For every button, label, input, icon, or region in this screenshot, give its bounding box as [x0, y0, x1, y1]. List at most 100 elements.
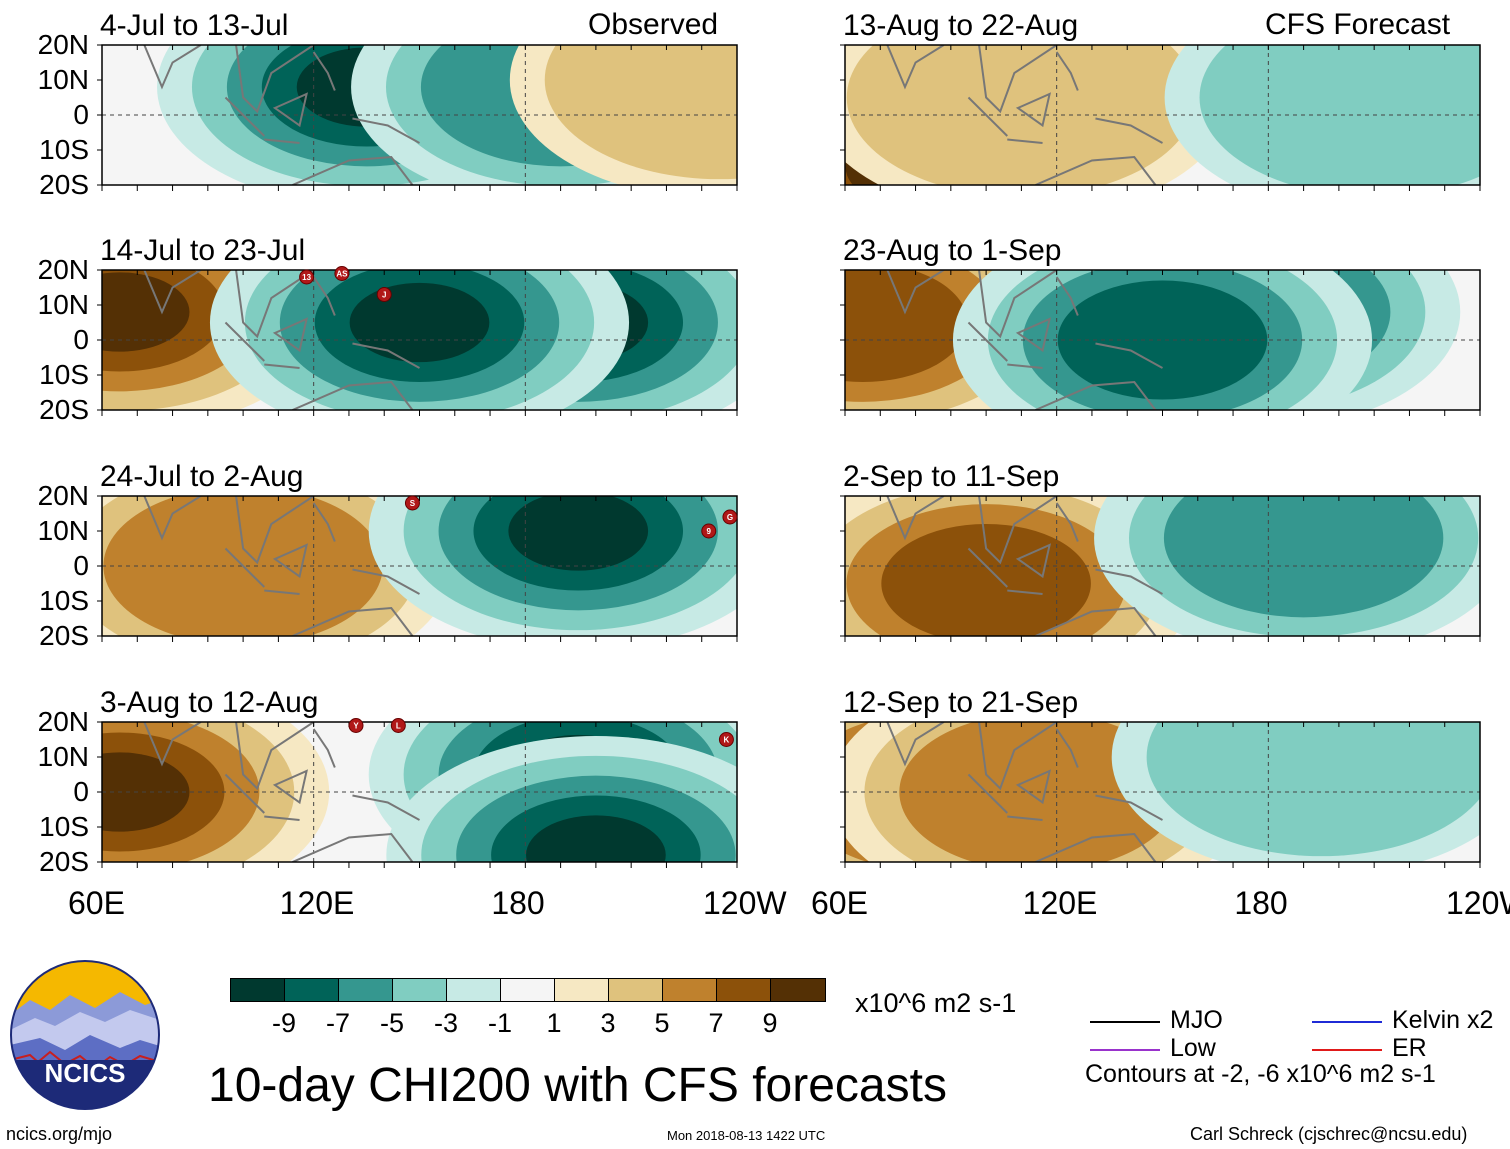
- lat-label: 10N: [37, 289, 89, 320]
- colorbar-tick-label: 9: [762, 1008, 778, 1038]
- panel-title: 2-Sep to 11-Sep: [843, 460, 1060, 493]
- footer-author: Carl Schreck (cjschrec@ncsu.edu): [1190, 1124, 1468, 1144]
- colorbar-tick-label: 7: [708, 1008, 724, 1038]
- colorbar-swatch: [609, 979, 663, 1001]
- colorbar-tick-label: -3: [433, 1008, 458, 1038]
- legend-note: Contours at -2, -6 x10^6 m2 s-1: [1085, 1060, 1436, 1088]
- logo-text: NCICS: [45, 1058, 126, 1088]
- tropical-cyclone-marker: Y: [348, 718, 364, 733]
- tropical-cyclone-marker: G: [722, 509, 738, 525]
- storm-label: Y: [353, 722, 359, 731]
- colorbar-tick-label: 1: [546, 1008, 562, 1038]
- colorbar-swatch: [447, 979, 501, 1001]
- lon-label: 180: [1234, 885, 1288, 921]
- colorbar-swatch: [285, 979, 339, 1001]
- map-panel: [845, 496, 1480, 636]
- legend-swatch: [1312, 1049, 1382, 1051]
- ncics-logo: NCICS: [10, 960, 160, 1110]
- tropical-cyclone-marker: L: [390, 718, 406, 733]
- lat-label: 0: [73, 99, 89, 130]
- storm-label: K: [724, 736, 730, 745]
- footer-timestamp: Mon 2018-08-13 1422 UTC: [667, 1128, 826, 1143]
- colorbar-swatch: [339, 979, 393, 1001]
- colorbar-swatch: [555, 979, 609, 1001]
- tropical-cyclone-marker: K: [718, 732, 734, 747]
- coastline: [886, 45, 1163, 185]
- footer-website[interactable]: ncics.org/mjo: [6, 1124, 113, 1144]
- units-label: x10^6 m2 s-1: [855, 988, 1017, 1018]
- lat-label: 20N: [37, 29, 89, 60]
- storm-label: AS: [336, 270, 348, 279]
- tropical-cyclone-marker: J: [376, 287, 392, 302]
- colorbar-swatch: [231, 979, 285, 1001]
- lon-label: 180: [491, 885, 545, 921]
- legend-swatch: [1090, 1021, 1160, 1023]
- lat-label: 20N: [37, 254, 89, 285]
- lat-label: 20N: [37, 706, 89, 737]
- colorbar-swatch: [501, 979, 555, 1001]
- coastline: [886, 270, 1163, 410]
- anomaly-contour: [1057, 280, 1268, 400]
- panel-title: 14-Jul to 23-Jul: [100, 234, 306, 267]
- lon-label: 60E: [68, 885, 125, 921]
- colorbar-swatch: [771, 979, 825, 1001]
- map-panel: [102, 270, 737, 410]
- legend-label: MJO: [1170, 1006, 1223, 1034]
- map-panel: [102, 496, 737, 636]
- colorbar-swatch: [393, 979, 447, 1001]
- lon-label: 120W: [703, 885, 787, 921]
- lat-label: 20S: [39, 620, 89, 651]
- colorbar: [230, 978, 826, 1002]
- lat-label: 20S: [39, 394, 89, 425]
- colorbar-tick-label: 5: [654, 1008, 670, 1038]
- panel-title: 3-Aug to 12-Aug: [100, 686, 319, 719]
- panel-title: 12-Sep to 21-Sep: [843, 686, 1079, 719]
- legend-label: Kelvin x2: [1392, 1006, 1494, 1034]
- map-panel: [102, 722, 737, 862]
- anomaly-contour: [845, 270, 968, 382]
- colorbar-tick-label: -1: [487, 1008, 512, 1038]
- storm-label: J: [382, 291, 386, 300]
- anomaly-contour: [1146, 722, 1480, 857]
- legend-swatch: [1090, 1049, 1160, 1051]
- coastline: [143, 722, 420, 862]
- storm-label: G: [727, 513, 733, 522]
- lat-label: 10S: [39, 585, 89, 616]
- lat-label: 20N: [37, 480, 89, 511]
- coastline: [886, 722, 1163, 862]
- lat-label: 20S: [39, 169, 89, 200]
- colorbar-swatch: [717, 979, 771, 1001]
- lat-label: 10N: [37, 515, 89, 546]
- anomaly-contour: [881, 524, 1091, 636]
- coastline: [143, 45, 420, 185]
- storm-label: L: [396, 722, 401, 731]
- anomaly-contour: [526, 815, 666, 862]
- anomaly-contour: [508, 496, 649, 571]
- colorbar-tick-label: -7: [325, 1008, 350, 1038]
- legend-label: ER: [1392, 1034, 1427, 1062]
- map-panel: [845, 270, 1480, 410]
- panel-title: 24-Jul to 2-Aug: [100, 460, 304, 493]
- anomaly-contour: [349, 282, 490, 363]
- legend-swatch: [1312, 1021, 1382, 1023]
- lat-label: 10S: [39, 359, 89, 390]
- lat-label: 10N: [37, 741, 89, 772]
- section-label-observed: Observed: [588, 8, 719, 41]
- anomaly-contour: [1199, 45, 1480, 185]
- anomaly-contour: [102, 272, 190, 352]
- lat-label: 10N: [37, 64, 89, 95]
- lat-label: 20S: [39, 846, 89, 877]
- storm-label: 9: [707, 527, 712, 536]
- map-panel: [845, 45, 1480, 185]
- panel-title: 13-Aug to 22-Aug: [843, 9, 1079, 42]
- anomaly-contour: [1163, 496, 1444, 618]
- colorbar-swatch: [663, 979, 717, 1001]
- lat-label: 10S: [39, 811, 89, 842]
- map-panel: [102, 45, 737, 185]
- tropical-cyclone-marker: 9: [701, 523, 717, 539]
- lat-label: 0: [73, 550, 89, 581]
- panel-title: 23-Aug to 1-Sep: [843, 234, 1062, 267]
- coastline: [143, 270, 420, 410]
- lon-label: 120E: [1022, 885, 1098, 921]
